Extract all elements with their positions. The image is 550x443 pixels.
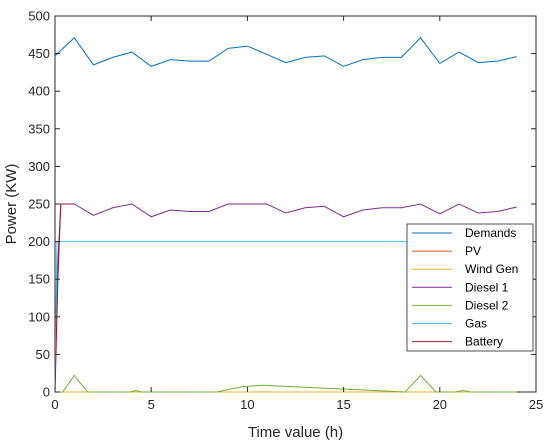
- y-tick-label: 200: [28, 234, 50, 249]
- legend-label-demands: Demands: [465, 226, 516, 240]
- y-axis-label: Power (KW): [3, 164, 20, 245]
- y-axis-ticks: 0 50 100 150 200 250 300 350 400 450 500: [28, 9, 536, 400]
- y-tick-label: 400: [28, 84, 50, 99]
- y-tick-label: 0: [43, 385, 50, 400]
- x-tick-label: 5: [148, 397, 155, 412]
- legend-label-wind-gen: Wind Gen: [465, 262, 518, 276]
- x-axis-ticks: 0 5 10 15 20 25: [51, 16, 543, 412]
- y-tick-label: 350: [28, 121, 50, 136]
- legend-label-diesel-1: Diesel 1: [465, 280, 509, 294]
- legend-label-pv: PV: [465, 244, 481, 258]
- legend-items: Demands PV Wind Gen Diesel 1 Diesel 2 Gas Batt…: [412, 226, 518, 349]
- y-tick-label: 500: [28, 9, 50, 24]
- series-line-diesel-1: [54, 203, 517, 393]
- y-tick-label: 300: [28, 159, 50, 174]
- x-tick-label: 20: [433, 397, 447, 412]
- legend-label-battery: Battery: [465, 335, 503, 349]
- x-axis-label: Time value (h): [248, 424, 343, 441]
- y-tick-label: 450: [28, 46, 50, 61]
- y-tick-label: 250: [28, 197, 50, 212]
- series-line-demands: [54, 37, 517, 67]
- x-tick-label: 10: [240, 397, 254, 412]
- legend-label-gas: Gas: [465, 317, 487, 331]
- x-tick-label: 25: [529, 397, 543, 412]
- y-tick-label: 150: [28, 272, 50, 287]
- y-tick-label: 50: [36, 347, 50, 362]
- y-tick-label: 100: [28, 309, 50, 324]
- series-line-diesel-2: [55, 374, 517, 393]
- legend-label-diesel-2: Diesel 2: [465, 298, 509, 312]
- x-tick-label: 0: [51, 397, 58, 412]
- x-tick-label: 15: [336, 397, 350, 412]
- plot-area: 0 5 10 15 20 25 0 50 100 150 200 250 300 350 400 450 50…: [28, 9, 543, 413]
- legend: Demands PV Wind Gen Diesel 1 Diesel 2 Gas Batt…: [406, 223, 534, 352]
